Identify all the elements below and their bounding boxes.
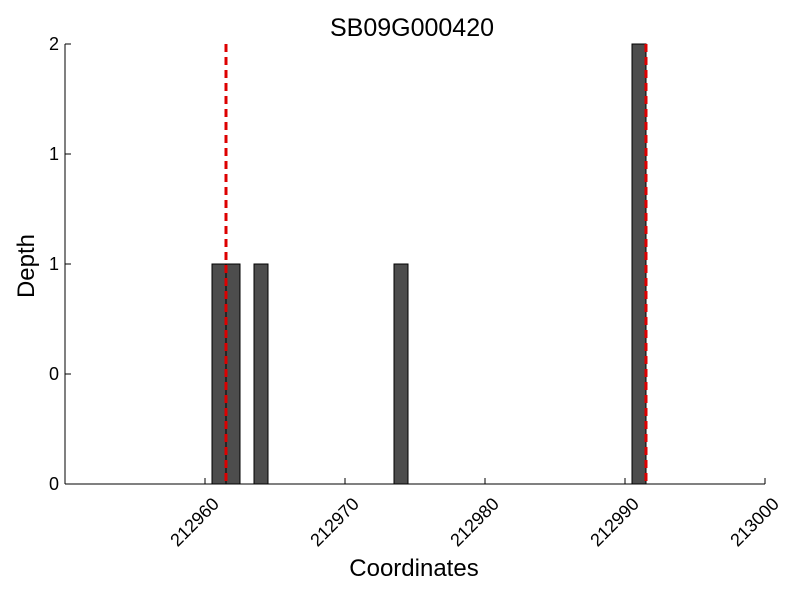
bar-0 (211, 263, 227, 485)
axes-layer (64, 44, 765, 485)
chart-title: SB09G000420 (330, 14, 494, 42)
bar-1 (225, 263, 241, 485)
x-axis-label: Coordinates (349, 555, 478, 582)
bars-layer (211, 43, 647, 485)
x-tick-label-4: 213000 (726, 494, 783, 551)
y-tick-label-1: 0 (49, 364, 59, 384)
y-tick-label-4: 2 (49, 34, 59, 54)
y-tick-label-0: 0 (49, 474, 59, 494)
x-tick-label-0: 212960 (166, 494, 223, 551)
reference-lines-layer (224, 44, 648, 484)
y-tick-label-3: 1 (49, 144, 59, 164)
x-tick-label-3: 212990 (586, 494, 643, 551)
bar-3 (393, 263, 409, 485)
bar-4 (631, 43, 647, 485)
bar-2 (253, 263, 269, 485)
ticks-layer: 0 0 1 1 2 212960 212970 212980 212990 213000 (49, 34, 783, 550)
x-tick-label-1: 212970 (306, 494, 363, 551)
x-tick-label-2: 212980 (446, 494, 503, 551)
y-tick-label-2: 1 (49, 254, 59, 274)
y-axis-label: Depth (13, 234, 40, 298)
